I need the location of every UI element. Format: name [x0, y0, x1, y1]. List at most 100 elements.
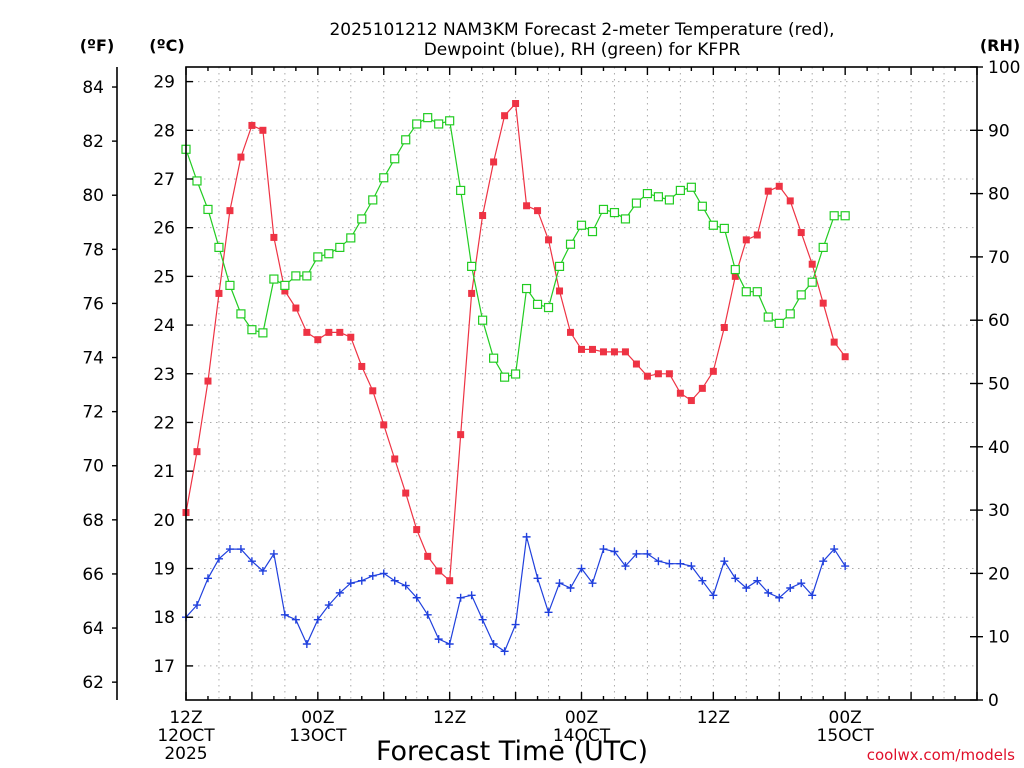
- data-point: [556, 287, 564, 295]
- data-point: [303, 328, 311, 336]
- data-point: [280, 280, 290, 290]
- data-point: [786, 584, 795, 593]
- data-point: [598, 204, 609, 215]
- data-point: [775, 182, 783, 190]
- data-point: [203, 204, 213, 215]
- data-point: [797, 229, 805, 237]
- data-point: [292, 304, 300, 312]
- data-point: [237, 153, 245, 161]
- data-point: [346, 233, 356, 243]
- fahrenheit-tick-label: 72: [82, 403, 104, 423]
- data-point: [631, 198, 642, 208]
- data-point: [830, 338, 838, 346]
- grid-lines: [186, 67, 977, 700]
- data-point: [357, 214, 367, 224]
- data-point: [379, 569, 388, 578]
- data-point: [587, 226, 598, 237]
- celsius-tick-label: 17: [153, 657, 175, 677]
- data-point: [335, 588, 344, 597]
- x-tick-label: 12Z: [697, 708, 730, 728]
- data-point: [478, 315, 488, 325]
- celsius-tick-label: 28: [153, 121, 175, 141]
- data-point: [236, 309, 246, 319]
- data-point: [302, 271, 312, 281]
- data-point: [763, 312, 773, 322]
- data-point: [533, 574, 542, 583]
- data-point: [709, 591, 718, 600]
- data-point: [203, 574, 212, 583]
- data-point: [423, 113, 433, 123]
- data-point: [818, 242, 828, 253]
- data-point: [753, 231, 761, 239]
- data-point: [468, 289, 476, 297]
- data-point: [346, 579, 355, 588]
- fahrenheit-tick-label: 76: [82, 294, 104, 314]
- data-point: [807, 277, 817, 287]
- data-point: [501, 112, 509, 120]
- data-point: [478, 615, 487, 624]
- data-point: [258, 328, 268, 338]
- fahrenheit-tick-label: 66: [82, 565, 104, 585]
- data-point: [654, 557, 663, 566]
- data-point: [588, 345, 596, 353]
- celsius-tick-label: 22: [153, 413, 175, 433]
- data-point: [445, 116, 455, 126]
- data-point: [314, 336, 322, 344]
- data-point: [347, 333, 355, 341]
- rh-tick-label: 80: [988, 185, 1010, 205]
- data-point: [510, 369, 521, 379]
- data-point: [368, 571, 377, 580]
- celsius-tick-label: 24: [153, 316, 175, 336]
- data-point: [358, 362, 366, 370]
- data-point: [269, 549, 278, 558]
- fahrenheit-unit-label: (ºF): [80, 36, 115, 55]
- data-point: [819, 299, 827, 307]
- data-point: [270, 233, 278, 241]
- data-point: [698, 576, 707, 585]
- data-point: [565, 239, 576, 249]
- data-point: [577, 564, 586, 573]
- rh-tick-label: 30: [988, 501, 1010, 521]
- data-point: [731, 574, 740, 583]
- data-point: [281, 287, 289, 295]
- data-point: [642, 189, 653, 199]
- fahrenheit-tick-label: 80: [82, 186, 104, 206]
- data-point: [774, 318, 784, 328]
- celsius-tick-label: 29: [153, 73, 175, 93]
- data-point: [532, 299, 543, 309]
- x-tick-label: 14OCT: [553, 726, 611, 746]
- data-point: [698, 384, 706, 392]
- data-point: [719, 223, 729, 234]
- data-point: [280, 610, 289, 619]
- plot-frame: [185, 66, 978, 701]
- data-point: [380, 421, 388, 429]
- x-tick-label: 00Z: [565, 708, 598, 728]
- fahrenheit-tick-label: 64: [82, 619, 104, 639]
- data-point: [324, 601, 333, 610]
- data-point: [434, 635, 443, 644]
- data-point: [764, 187, 772, 195]
- data-point: [664, 195, 674, 205]
- data-point: [808, 591, 817, 600]
- celsius-tick-label: 23: [153, 365, 175, 385]
- data-point: [687, 397, 695, 405]
- data-point: [819, 557, 828, 566]
- data-point: [412, 593, 421, 602]
- x-tick-label: 12Z: [433, 708, 466, 728]
- data-point: [830, 545, 839, 554]
- rh-tick-label: 10: [988, 628, 1010, 648]
- data-point: [490, 158, 498, 166]
- rh-tick-label: 100: [988, 58, 1020, 78]
- data-point: [555, 579, 564, 588]
- data-point: [543, 302, 554, 313]
- data-point: [193, 448, 201, 456]
- data-point: [753, 576, 762, 585]
- data-point: [797, 579, 806, 588]
- fahrenheit-tick-label: 74: [82, 349, 104, 369]
- data-point: [247, 557, 256, 566]
- x-tick-label: 12Z: [169, 708, 202, 728]
- celsius-tick-label: 25: [153, 267, 175, 287]
- data-point: [720, 324, 728, 332]
- data-point: [357, 576, 366, 585]
